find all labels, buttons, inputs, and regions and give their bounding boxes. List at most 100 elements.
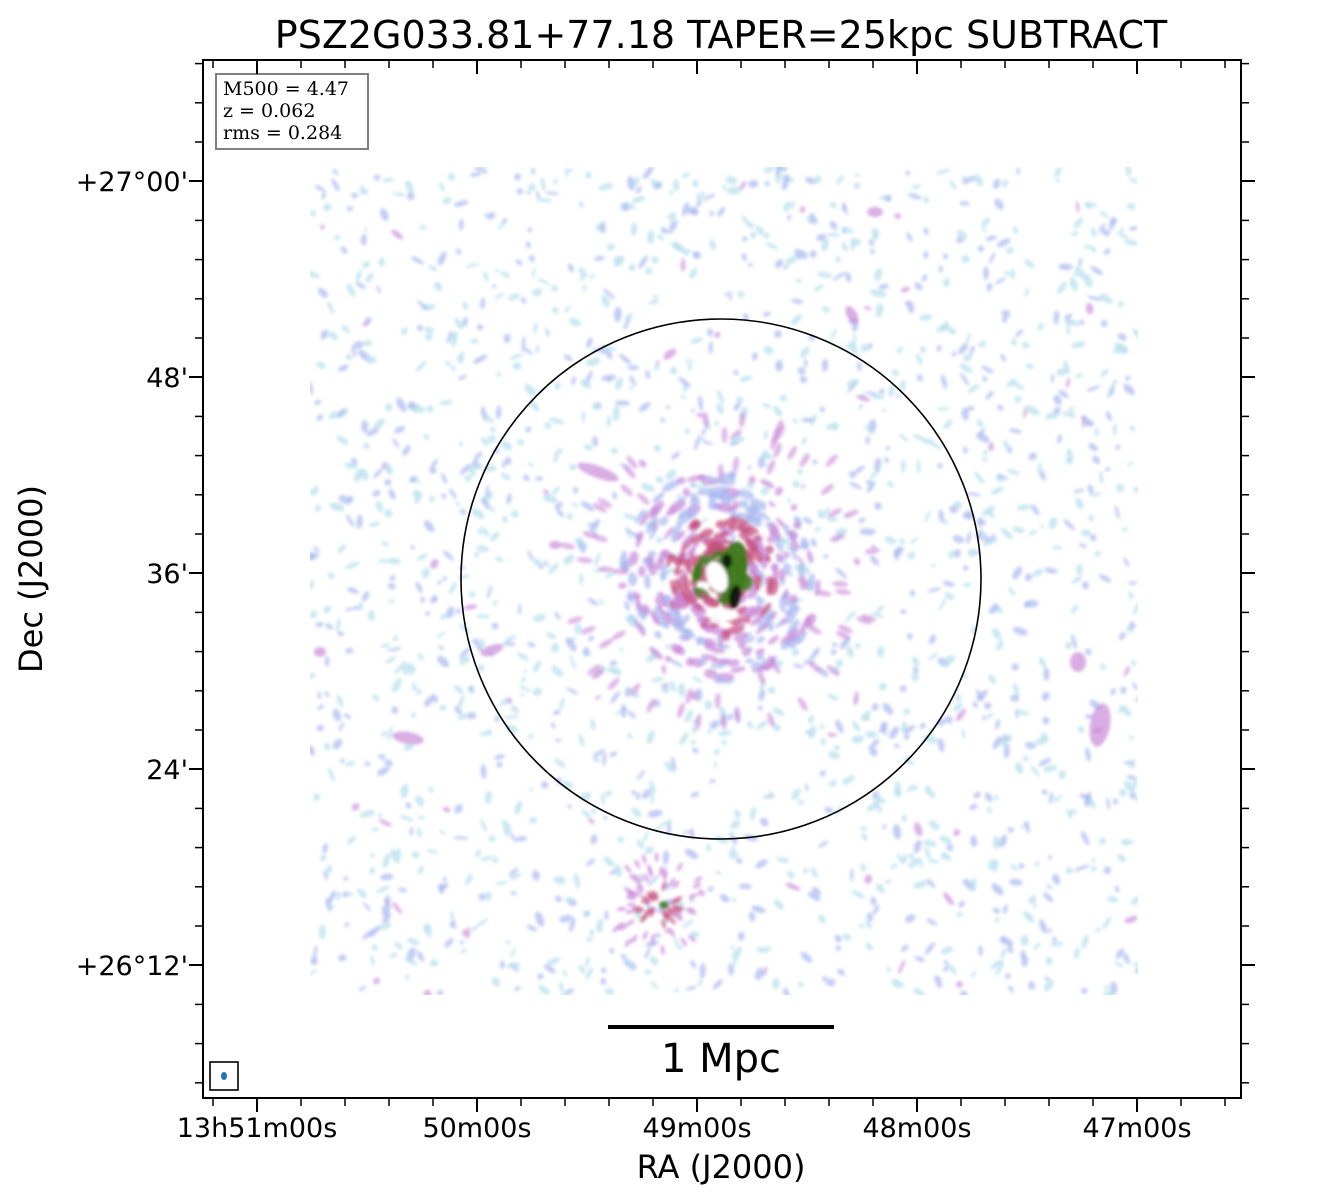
emission-blob (1013, 682, 1020, 698)
emission-blob (586, 337, 593, 349)
emission-blob (894, 213, 901, 220)
emission-blob (890, 863, 898, 870)
emission-blob (419, 224, 427, 230)
emission-blob (709, 720, 720, 730)
emission-blob (1129, 178, 1138, 184)
emission-blob (871, 227, 878, 242)
emission-blob (324, 691, 330, 697)
emission-blob (536, 198, 553, 203)
emission-blob (953, 702, 963, 712)
emission-blob (955, 708, 966, 722)
emission-blob (566, 168, 574, 173)
emission-blob (620, 703, 627, 719)
emission-blob (630, 222, 638, 236)
emission-blob (716, 403, 724, 415)
emission-blob (479, 731, 493, 736)
emission-blob (1028, 981, 1036, 990)
emission-blob (690, 827, 695, 840)
emission-blob (701, 191, 708, 203)
emission-blob (899, 685, 907, 693)
emission-blob (726, 186, 742, 195)
emission-blob (1087, 484, 1094, 495)
emission-blob (745, 538, 759, 552)
emission-blob (689, 739, 697, 745)
emission-blob (401, 660, 409, 676)
emission-blob (787, 498, 791, 504)
emission-blob (400, 784, 409, 799)
emission-blob (660, 563, 668, 581)
emission-blob (1081, 934, 1090, 949)
emission-blob (563, 554, 575, 565)
emission-blob (850, 237, 857, 251)
emission-blob (1075, 264, 1081, 272)
emission-blob (554, 738, 562, 742)
emission-blob (1114, 885, 1120, 893)
emission-blob (776, 659, 784, 667)
emission-blob (647, 809, 663, 818)
emission-blob (995, 718, 1001, 730)
emission-blob (865, 918, 872, 929)
emission-blob (781, 538, 790, 546)
emission-blob (644, 574, 651, 590)
emission-blob (819, 724, 825, 730)
emission-blob (517, 439, 525, 446)
emission-blob (506, 698, 513, 704)
emission-blob (554, 382, 561, 390)
emission-blob (1087, 295, 1103, 301)
emission-blob (692, 179, 699, 188)
emission-blob (351, 803, 360, 811)
emission-blob (701, 440, 714, 445)
emission-blob (592, 502, 608, 513)
emission-blob (851, 735, 864, 744)
emission-blob (682, 248, 691, 256)
emission-blob (529, 787, 534, 792)
emission-blob (683, 572, 690, 592)
emission-blob (786, 871, 795, 879)
emission-blob (590, 834, 598, 845)
emission-blob (730, 819, 741, 830)
emission-blob (901, 814, 908, 822)
emission-blob (943, 892, 954, 906)
emission-blob (758, 689, 766, 701)
emission-blob (538, 984, 550, 995)
emission-blob (704, 668, 718, 679)
emission-blob (645, 267, 653, 275)
x-tick-label: 13h51m00s (177, 1113, 338, 1144)
emission-blob (919, 722, 926, 730)
emission-blob (871, 611, 884, 618)
emission-blob (864, 874, 873, 884)
emission-blob (617, 582, 627, 589)
emission-blob (601, 793, 606, 806)
emission-blob (817, 271, 833, 279)
emission-blob (477, 545, 489, 552)
emission-blob (625, 919, 635, 926)
emission-blob (763, 167, 775, 174)
emission-blob (749, 498, 767, 511)
emission-blob (320, 854, 326, 860)
emission-blob (569, 917, 576, 932)
emission-blob (405, 179, 414, 194)
emission-blob (677, 377, 691, 387)
emission-blob (861, 833, 868, 841)
emission-blob (731, 947, 743, 959)
emission-blob (659, 819, 673, 827)
emission-blob (310, 672, 316, 679)
emission-blob (835, 630, 851, 640)
emission-blob (729, 850, 739, 860)
emission-blob (1024, 288, 1030, 297)
emission-blob (705, 193, 716, 199)
emission-blob (410, 663, 416, 673)
emission-blob (707, 609, 739, 621)
emission-blob (949, 180, 957, 190)
emission-blob (620, 484, 633, 496)
emission-blob (638, 459, 647, 468)
emission-blob (556, 508, 564, 518)
emission-blob (614, 377, 624, 391)
emission-blob (363, 340, 373, 347)
emission-blob (701, 517, 709, 523)
emission-blob (690, 691, 699, 701)
emission-blob (1123, 239, 1138, 246)
emission-blob (707, 886, 714, 892)
emission-blob (871, 703, 879, 711)
emission-blob (627, 176, 636, 191)
